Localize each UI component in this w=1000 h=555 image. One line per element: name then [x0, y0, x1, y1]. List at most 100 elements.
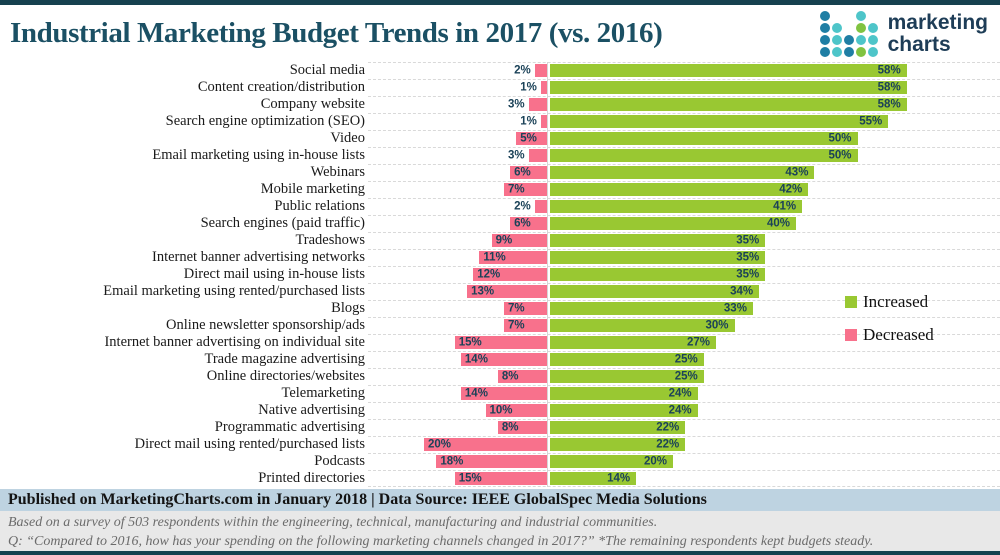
row-bars: 2% 58%: [372, 62, 1000, 79]
logo-dot-blue: [819, 10, 830, 21]
decreased-value-label: 12%: [477, 268, 501, 280]
gridline: [368, 266, 1000, 267]
decreased-value-label: 8%: [501, 370, 519, 382]
decreased-value-label: 2%: [514, 200, 531, 212]
row-bars: 1% 55%: [372, 113, 1000, 130]
decreased-bar: 3%: [508, 149, 547, 162]
gridline: [368, 486, 1000, 487]
marketingcharts-logo: marketing charts: [819, 10, 988, 58]
increased-value-label: 35%: [736, 268, 760, 280]
category-label: Mobile marketing: [260, 181, 365, 197]
decreased-bar: 6%: [510, 166, 547, 179]
row-bars: 10% 24%: [372, 402, 1000, 419]
row-bars: 15% 14%: [372, 470, 1000, 487]
row-bars: 14% 25%: [372, 351, 1000, 368]
increased-bar: 43%: [550, 166, 815, 179]
decreased-bar: 10%: [485, 404, 547, 417]
chart-row: Tradeshows 9% 35%: [0, 232, 1000, 249]
gridline: [368, 470, 1000, 471]
chart-row: Company website 3% 58%: [0, 96, 1000, 113]
logo-dot-blue: [843, 34, 854, 45]
gridline: [368, 436, 1000, 437]
row-bars: 11% 35%: [372, 249, 1000, 266]
increased-bar: 24%: [550, 404, 698, 417]
decreased-value-label: 2%: [514, 64, 531, 76]
increased-bar: 25%: [550, 370, 704, 383]
decreased-value-label: 8%: [501, 421, 519, 433]
footer: Published on MarketingCharts.com in Janu…: [0, 489, 1000, 551]
chart-row: Printed directories 15% 14%: [0, 470, 1000, 487]
row-bars: 1% 58%: [372, 79, 1000, 96]
category-label: Search engines (paid traffic): [200, 215, 365, 231]
decreased-bar: 13%: [467, 285, 547, 298]
chart-row: Trade magazine advertising 14% 25%: [0, 351, 1000, 368]
decreased-value-label: 3%: [507, 98, 525, 110]
logo-dots-icon: [819, 10, 879, 58]
row-bars: 9% 35%: [372, 232, 1000, 249]
gridline: [368, 181, 1000, 182]
chart-row: Blogs 7% 33%: [0, 300, 1000, 317]
increased-bar: 50%: [550, 132, 858, 145]
increased-value-label: 43%: [785, 166, 809, 178]
gridline: [368, 334, 1000, 335]
increased-bar: 58%: [550, 81, 907, 94]
category-label: Email marketing using rented/purchased l…: [103, 283, 365, 299]
logo-dot-blue: [819, 22, 830, 33]
logo-dot-green: [855, 46, 866, 57]
chart-row: Online directories/websites 8% 25%: [0, 368, 1000, 385]
decreased-bar: 11%: [479, 251, 547, 264]
chart-row: Mobile marketing 7% 42%: [0, 181, 1000, 198]
increased-bar: 30%: [550, 319, 735, 332]
decreased-bar: 2%: [514, 200, 547, 213]
decreased-value-label: 9%: [495, 234, 513, 246]
increased-value-label: 58%: [877, 98, 901, 110]
gridline: [368, 300, 1000, 301]
increased-bar: 35%: [550, 234, 766, 247]
gridline: [368, 419, 1000, 420]
decreased-value-label: 13%: [471, 285, 495, 297]
logo-dot-empty: [844, 11, 854, 21]
legend-item-increased: Increased: [845, 292, 934, 312]
category-label: Online directories/websites: [206, 368, 365, 384]
increased-bar: 34%: [550, 285, 760, 298]
chart-row: Webinars 6% 43%: [0, 164, 1000, 181]
gridline: [368, 130, 1000, 131]
category-label: Content creation/distribution: [197, 79, 365, 95]
decreased-value-label: 1%: [520, 81, 537, 93]
gridline: [368, 453, 1000, 454]
increased-bar: 35%: [550, 268, 766, 281]
increased-value-label: 22%: [656, 421, 680, 433]
increased-value-label: 50%: [828, 149, 852, 161]
row-bars: 7% 30%: [372, 317, 1000, 334]
zero-axis-line: [547, 62, 548, 487]
logo-dot-blue: [843, 46, 854, 57]
increased-bar: 55%: [550, 115, 889, 128]
increased-bar: 35%: [550, 251, 766, 264]
increased-bar: 40%: [550, 217, 796, 230]
decreased-bar: 18%: [436, 455, 547, 468]
increased-value-label: 35%: [736, 234, 760, 246]
decreased-bar: 20%: [424, 438, 547, 451]
chart-row: Internet banner advertising on individua…: [0, 334, 1000, 351]
increased-value-label: 25%: [674, 370, 698, 382]
chart-row: Internet banner advertising networks 11%…: [0, 249, 1000, 266]
header: Industrial Marketing Budget Trends in 20…: [0, 5, 1000, 62]
page-title: Industrial Marketing Budget Trends in 20…: [10, 17, 663, 49]
category-label: Email marketing using in-house lists: [152, 147, 365, 163]
publication-bar: Published on MarketingCharts.com in Janu…: [0, 489, 1000, 511]
decreased-bar: 2%: [514, 64, 547, 77]
decreased-bar: 7%: [503, 302, 547, 315]
category-label: Online newsletter sponsorship/ads: [166, 317, 365, 333]
chart-row: Search engine optimization (SEO) 1% 55%: [0, 113, 1000, 130]
category-label: Tradeshows: [295, 232, 365, 248]
gridline: [368, 317, 1000, 318]
decreased-value-label: 15%: [458, 472, 482, 484]
gridline: [368, 79, 1000, 80]
decreased-bar: 14%: [460, 387, 547, 400]
gridline: [368, 164, 1000, 165]
chart-row: Public relations 2% 41%: [0, 198, 1000, 215]
logo-dot-teal: [855, 34, 866, 45]
increased-value-label: 40%: [766, 217, 790, 229]
increased-value-label: 24%: [668, 404, 692, 416]
